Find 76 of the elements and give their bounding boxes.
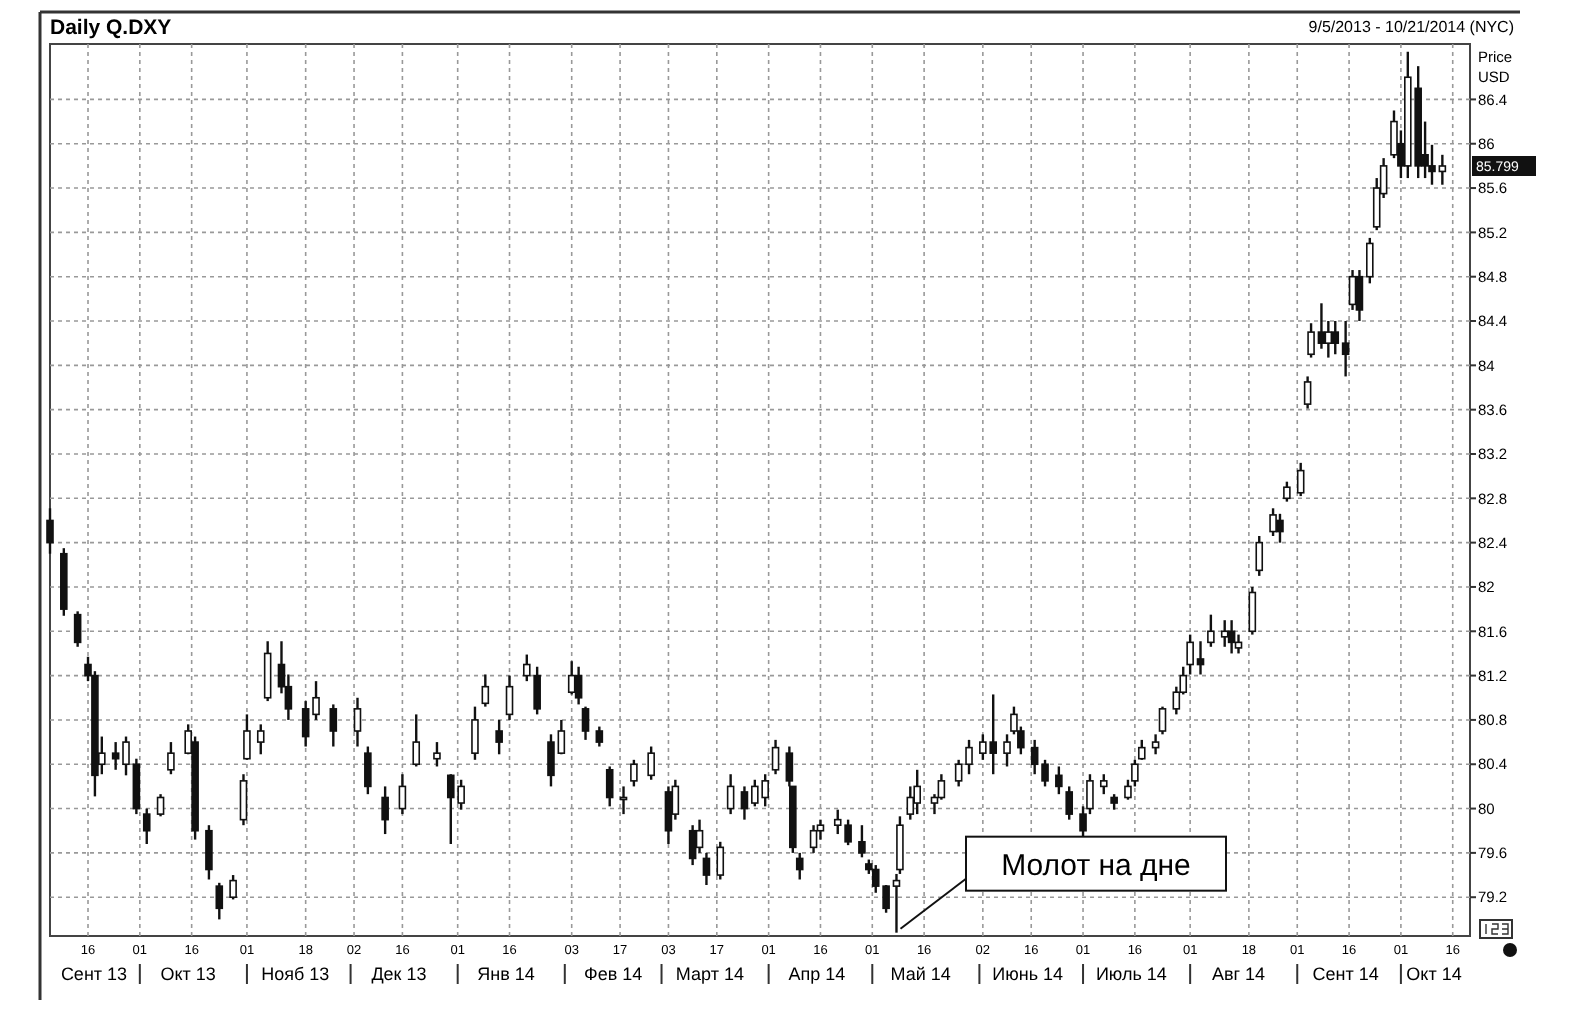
candlestick — [263, 640, 272, 703]
candlestick — [229, 873, 237, 901]
candlestick — [1055, 765, 1063, 796]
candlestick — [630, 758, 638, 788]
candlestick — [716, 840, 725, 881]
text: Июль 14 — [1095, 964, 1167, 984]
candlestick — [913, 768, 921, 816]
candlestick — [702, 851, 711, 887]
candlestick — [353, 696, 362, 748]
text: Сент 14 — [1312, 964, 1379, 984]
candlestick — [1220, 619, 1229, 648]
candlestick — [256, 723, 265, 756]
candlestick — [156, 792, 165, 818]
candlestick — [581, 705, 590, 742]
candlestick — [495, 718, 503, 756]
candlestick — [896, 815, 904, 876]
candlestick — [1065, 785, 1074, 821]
text: Дек 13 — [371, 964, 427, 984]
candlestick — [205, 823, 213, 881]
candlestick — [1248, 585, 1257, 636]
candlestick — [726, 773, 735, 816]
candlestick — [398, 773, 407, 816]
candlestick — [412, 713, 421, 768]
text: Март 14 — [675, 964, 744, 984]
candlestick — [688, 823, 697, 867]
candlestick — [215, 881, 224, 921]
candlestick — [771, 738, 780, 776]
candlestick — [505, 674, 514, 722]
candlestick — [364, 745, 372, 796]
candlestick — [664, 785, 673, 846]
candlestick — [1348, 268, 1357, 312]
candlestick — [1227, 619, 1236, 655]
candlestick — [142, 807, 151, 846]
candlestick — [1303, 375, 1312, 410]
candlestick — [1158, 705, 1167, 736]
candlestick — [809, 823, 818, 855]
candlestick — [73, 610, 82, 648]
candlestick — [1276, 512, 1284, 544]
chart-subtitle: 9/5/2013 - 10/21/2014 (NYC) — [1308, 18, 1515, 36]
candlestick — [567, 660, 576, 696]
candlestick — [433, 740, 441, 768]
candlestick — [1003, 733, 1011, 768]
candlestick — [1269, 507, 1277, 538]
candlestick — [329, 703, 338, 748]
text: Нояб 13 — [261, 964, 330, 984]
candlestick — [795, 851, 804, 881]
candlestick — [574, 665, 583, 706]
text: Окт 13 — [160, 964, 216, 984]
candlestick — [1283, 480, 1291, 503]
candlestick — [46, 507, 54, 555]
text: Янв 14 — [477, 964, 535, 984]
candlestick — [1099, 773, 1108, 796]
chart-title: Daily Q.DXY — [50, 16, 172, 40]
candlestick — [381, 785, 389, 836]
candlestick — [481, 673, 490, 708]
candlestick — [243, 713, 251, 762]
candlestick — [1151, 733, 1160, 756]
candlestick — [1207, 613, 1215, 648]
text: Авг 14 — [1211, 964, 1266, 984]
text: Июнь 14 — [992, 964, 1064, 984]
candlestick — [167, 740, 175, 776]
text: Фев 14 — [584, 964, 643, 984]
candlestick — [1296, 461, 1305, 498]
text: Апр 14 — [788, 964, 846, 984]
candlestick — [1255, 534, 1264, 578]
candlestick — [858, 823, 866, 859]
candlestick — [605, 765, 614, 808]
candlestick — [695, 818, 704, 855]
candlestick — [239, 773, 248, 827]
text: Окт 14 — [1406, 964, 1462, 984]
candlestick — [471, 705, 479, 762]
annotation: Молот на дне — [1001, 849, 1191, 884]
candlestick — [647, 745, 655, 781]
text: Май 14 — [890, 964, 951, 984]
candlestick — [595, 725, 604, 748]
text: Сент 13 — [60, 964, 128, 984]
